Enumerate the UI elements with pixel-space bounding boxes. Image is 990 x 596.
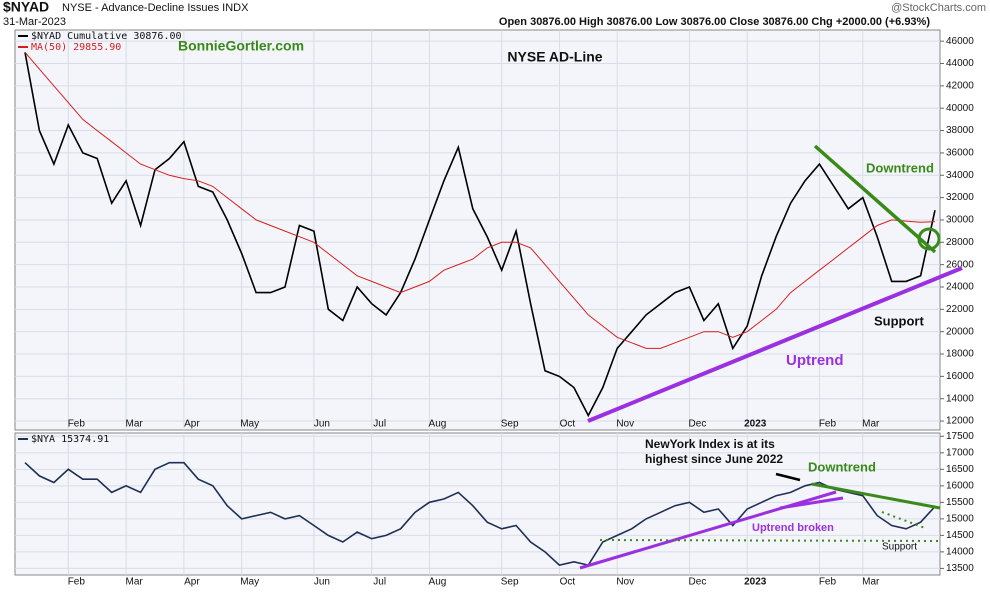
- x-tick-label: Mar: [862, 419, 880, 430]
- uptrend-line: [587, 266, 963, 423]
- y-tick-label: 15500: [946, 497, 974, 508]
- x-tick-label: Oct: [560, 577, 576, 588]
- description: NYSE - Advance-Decline Issues INDX: [62, 2, 249, 14]
- legend-label: $NYAD Cumulative 30876.00: [31, 31, 182, 42]
- series-line: [24, 51, 936, 349]
- x-tick-label: Nov: [616, 577, 634, 588]
- y-tick-label: 12000: [946, 416, 974, 427]
- y-tick-label: 18000: [946, 349, 974, 360]
- x-tick-label: 2023: [744, 419, 767, 430]
- x-tick-label: Dec: [689, 577, 707, 588]
- site-name: BonnieGortler.com: [178, 38, 304, 54]
- annotation: Downtrend: [808, 459, 876, 474]
- x-tick-label: Feb: [819, 577, 837, 588]
- annotation: Downtrend: [866, 160, 934, 175]
- support-line: [599, 539, 941, 542]
- series-line: [24, 52, 936, 418]
- legend-label: MA(50) 29855.90: [31, 42, 121, 53]
- y-tick-label: 16000: [946, 371, 974, 382]
- y-tick-label: 17000: [946, 447, 974, 458]
- panel-bottom: [14, 432, 941, 576]
- y-tick-label: 28000: [946, 237, 974, 248]
- x-tick-label: 2023: [744, 577, 767, 588]
- x-tick-label: Sep: [501, 419, 519, 430]
- y-tick-label: 34000: [946, 170, 974, 181]
- y-tick-label: 13500: [946, 563, 974, 574]
- y-tick-label: 22000: [946, 304, 974, 315]
- x-tick-label: Apr: [184, 577, 200, 588]
- x-tick-label: May: [240, 577, 259, 588]
- x-tick-label: Mar: [862, 577, 880, 588]
- legend-label: $NYA 15374.91: [31, 434, 109, 445]
- date: 31-Mar-2023: [3, 16, 66, 28]
- symbol: $NYAD: [3, 0, 49, 15]
- x-tick-label: Aug: [429, 577, 447, 588]
- annotation: Uptrend broken: [752, 522, 834, 534]
- x-tick-label: May: [240, 419, 259, 430]
- y-tick-label: 15000: [946, 514, 974, 525]
- y-tick-label: 14000: [946, 547, 974, 558]
- y-tick-label: 20000: [946, 326, 974, 337]
- annotation: highest since June 2022: [645, 452, 783, 466]
- x-tick-label: Mar: [125, 419, 143, 430]
- panel-top: [14, 29, 941, 431]
- y-tick-label: 30000: [946, 215, 974, 226]
- x-tick-label: Dec: [689, 419, 707, 430]
- x-tick-label: Jul: [373, 577, 386, 588]
- y-tick-label: 36000: [946, 148, 974, 159]
- downtrend-line: [813, 144, 937, 254]
- x-tick-label: Nov: [616, 419, 634, 430]
- y-tick-label: 16000: [946, 480, 974, 491]
- series-line: [24, 461, 936, 567]
- x-tick-label: Jun: [314, 577, 330, 588]
- x-tick-label: Jun: [314, 419, 330, 430]
- y-tick-label: 44000: [946, 58, 974, 69]
- panel-title: NYSE AD-Line: [507, 49, 602, 65]
- y-tick-label: 14000: [946, 393, 974, 404]
- broken-arrow: [779, 496, 844, 510]
- y-tick-label: 14500: [946, 530, 974, 541]
- y-tick-label: 38000: [946, 125, 974, 136]
- quote: Open 30876.00 High 30876.00 Low 30876.00…: [499, 16, 930, 28]
- annotation: Uptrend: [786, 352, 844, 369]
- arrow: [775, 472, 801, 482]
- credit: @StockCharts.com: [891, 2, 986, 14]
- annotation: Support: [882, 542, 917, 553]
- x-tick-label: Aug: [429, 419, 447, 430]
- x-tick-label: Feb: [68, 419, 86, 430]
- y-tick-label: 24000: [946, 282, 974, 293]
- x-tick-label: Sep: [501, 577, 519, 588]
- x-tick-label: Feb: [68, 577, 86, 588]
- x-tick-label: Jul: [373, 419, 386, 430]
- support-line: [881, 511, 926, 529]
- y-tick-label: 17500: [946, 431, 974, 442]
- y-tick-label: 16500: [946, 464, 974, 475]
- y-tick-label: 46000: [946, 36, 974, 47]
- y-tick-label: 26000: [946, 259, 974, 270]
- crossover-circle: [917, 227, 941, 251]
- annotation: NewYork Index is at its: [645, 437, 775, 451]
- x-tick-label: Mar: [125, 577, 143, 588]
- annotation: Support: [874, 313, 924, 328]
- downtrend-line: [811, 482, 941, 510]
- x-tick-label: Oct: [560, 419, 576, 430]
- x-tick-label: Feb: [819, 419, 837, 430]
- y-tick-label: 40000: [946, 103, 974, 114]
- x-tick-label: Apr: [184, 419, 200, 430]
- y-tick-label: 32000: [946, 192, 974, 203]
- y-tick-label: 42000: [946, 81, 974, 92]
